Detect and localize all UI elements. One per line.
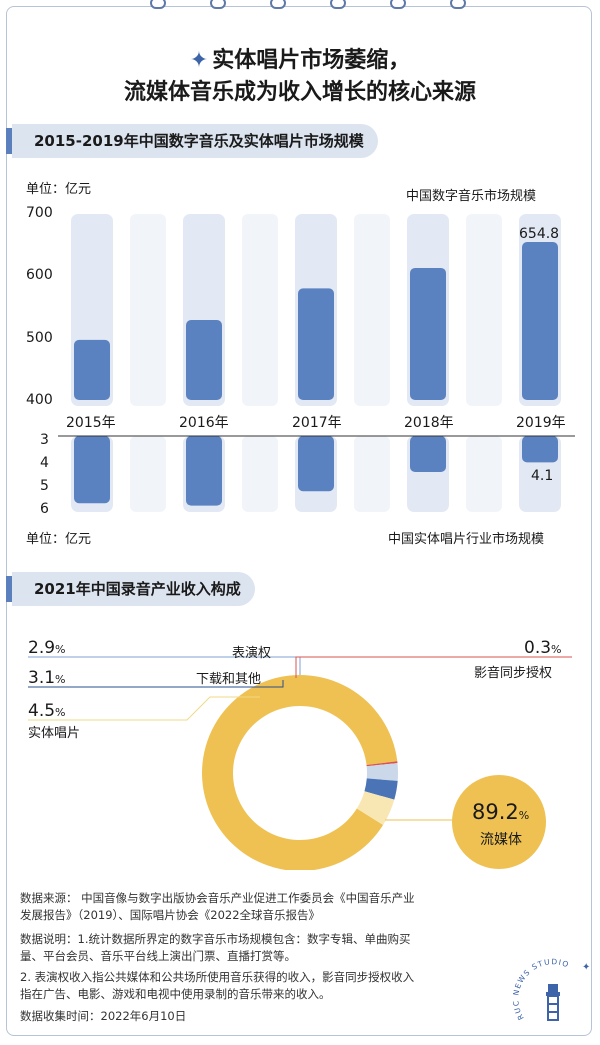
year-label: 2018年	[404, 415, 454, 431]
bar-gap-track	[466, 214, 502, 406]
year-label: 2019年	[516, 415, 566, 431]
source-note: 发展报告》（2019）、国际唱片协会《2022全球音乐报告》	[20, 908, 321, 922]
slice-label-streaming: 流媒体	[480, 832, 522, 848]
physical-bar	[522, 436, 558, 463]
slice-value-physical: 4.5%	[28, 701, 66, 721]
digital-chart-title: 中国数字音乐市场规模	[406, 189, 537, 204]
physical-bar	[410, 436, 446, 472]
digital-bar	[186, 320, 222, 400]
donut-chart-svg	[28, 656, 572, 870]
page-frame	[6, 6, 592, 1036]
slice-label-download: 下载和其他	[196, 672, 262, 687]
donut-slice	[202, 675, 398, 870]
page-title: ✦ 实体唱片市场萎缩，	[189, 48, 411, 73]
binder-ring	[210, 0, 226, 9]
bar-gap-track	[130, 436, 166, 512]
binder-ring	[450, 0, 466, 9]
digital-bar	[410, 267, 446, 400]
sparkle-icon: ✦	[189, 48, 209, 73]
year-label: 2015年	[66, 415, 116, 431]
data-description: 数据说明：1.统计数据所界定的数字音乐市场规模包含：数字专辑、单曲购买	[20, 932, 411, 946]
data-description: 量、平台会员、音乐平台线上演出门票、直播打赏等。	[20, 949, 296, 963]
digital-bar	[522, 242, 558, 400]
slice-value-download: 3.1%	[28, 668, 66, 688]
svg-text:✦: ✦	[582, 962, 590, 973]
bar-gap-track	[354, 214, 390, 406]
year-label: 2017年	[292, 415, 342, 431]
section-title-revenue: 2021年中国录音产业收入构成	[6, 572, 255, 606]
digital-data-label-2019: 654.8	[519, 226, 560, 242]
binder-ring	[330, 0, 346, 9]
binder-ring	[390, 0, 406, 9]
digital-bar	[298, 288, 334, 400]
donut-slice	[356, 791, 395, 825]
binder-ring	[270, 0, 286, 9]
page-subtitle: 流媒体音乐成为收入增长的核心来源	[123, 80, 476, 105]
bar-gap-track	[130, 214, 166, 406]
physical-ytick: 6	[40, 501, 49, 517]
bar-chart-svg	[58, 214, 575, 512]
bar-gap-track	[354, 436, 390, 512]
svg-text:RUC NEWS STUDIO: RUC NEWS STUDIO	[511, 957, 571, 1021]
leader-line	[28, 680, 284, 688]
slice-value-performance: 2.9%	[28, 638, 66, 658]
physical-ytick: 4	[40, 455, 49, 471]
slice-value-streaming: 89.2%	[472, 800, 530, 824]
digital-bar	[74, 339, 110, 400]
data-description: 2. 表演权收入指公共媒体和公共场所使用音乐获得的收入，影音同步授权收入	[20, 970, 415, 984]
physical-bar	[186, 436, 222, 506]
physical-ytick: 5	[40, 478, 49, 494]
leader-line	[295, 656, 572, 678]
bar-gap-track	[242, 436, 278, 512]
donut-slice	[366, 763, 398, 781]
slice-label-sync: 影音同步授权	[474, 666, 553, 681]
slice-label-physical: 实体唱片	[28, 726, 81, 741]
slice-value-sync: 0.3%	[524, 638, 562, 658]
digital-ytick: 600	[26, 267, 53, 283]
physical-unit-label: 单位：亿元	[26, 532, 92, 547]
digital-ytick: 500	[26, 330, 53, 346]
collection-date: 数据收集时间：2022年6月10日	[20, 1009, 187, 1023]
binder-ring	[150, 0, 166, 9]
physical-chart-title: 中国实体唱片行业市场规模	[388, 532, 545, 547]
bar-gap-track	[466, 436, 502, 512]
donut-slice	[364, 778, 398, 800]
slice-label-performance: 表演权	[232, 646, 272, 661]
leader-line	[28, 696, 260, 721]
bar-gap-track	[242, 214, 278, 406]
donut-slice	[366, 761, 398, 767]
ruc-news-studio-logo: RUC NEWS STUDIO ✦	[511, 957, 590, 1021]
source-note: 数据来源： 中国音像与数字出版协会音乐产业促进工作委员会《中国音乐产业	[20, 891, 415, 905]
physical-bar	[298, 436, 334, 492]
digital-unit-label: 单位：亿元	[26, 182, 92, 197]
physical-bar	[74, 436, 110, 504]
digital-ytick: 700	[26, 205, 53, 221]
physical-ytick: 3	[40, 432, 49, 448]
section-title-market: 2015-2019年中国数字音乐及实体唱片市场规模	[6, 124, 378, 158]
digital-ytick: 400	[26, 392, 53, 408]
streaming-callout	[452, 775, 546, 869]
year-label: 2016年	[179, 415, 229, 431]
physical-data-label-2019: 4.1	[531, 468, 554, 484]
data-description: 指在广告、电影、游戏和电视中使用录制的音乐带来的收入。	[20, 987, 331, 1001]
